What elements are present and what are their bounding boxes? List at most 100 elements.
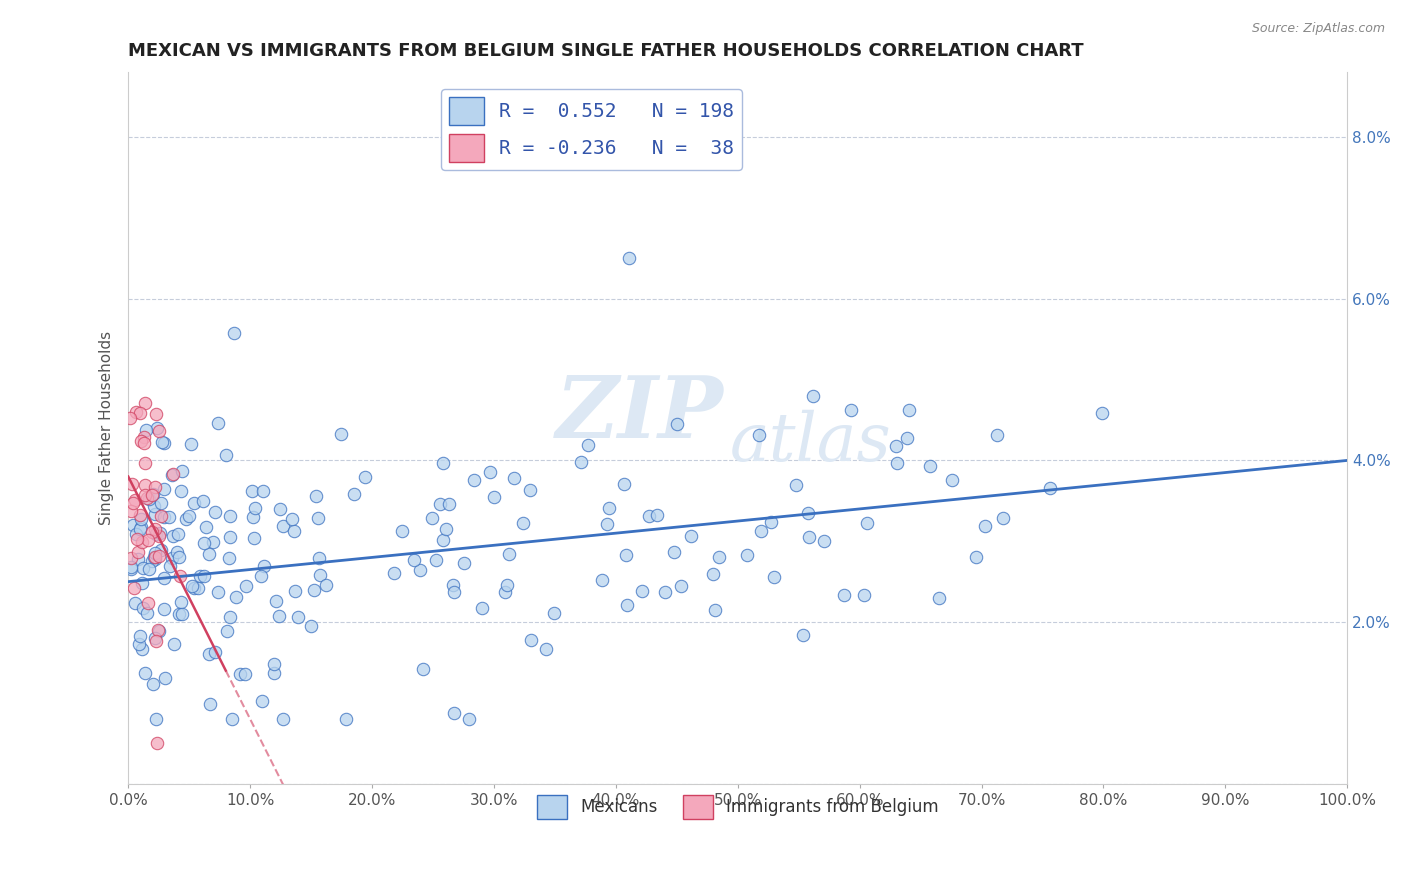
Point: [162, 467, 184, 481]
Point: [240, 484, 263, 499]
Point: [928, 591, 950, 605]
Point: [267, 608, 290, 623]
Point: [422, 511, 444, 525]
Point: [637, 509, 659, 524]
Point: [335, 712, 357, 726]
Point: [134, 456, 156, 470]
Point: [125, 532, 148, 546]
Point: [170, 464, 193, 478]
Point: [263, 657, 285, 672]
Point: [432, 533, 454, 547]
Point: [121, 503, 143, 517]
Point: [307, 510, 329, 524]
Point: [309, 568, 332, 582]
Point: [141, 524, 163, 539]
Point: [127, 545, 149, 559]
Point: [131, 642, 153, 657]
Point: [153, 571, 176, 585]
Text: Source: ZipAtlas.com: Source: ZipAtlas.com: [1251, 22, 1385, 36]
Point: [225, 591, 247, 605]
Point: [118, 411, 141, 425]
Point: [233, 667, 256, 681]
Point: [974, 519, 997, 533]
Point: [148, 624, 170, 638]
Point: [201, 534, 224, 549]
Point: [432, 457, 454, 471]
Point: [159, 559, 181, 574]
Point: [263, 666, 285, 681]
Point: [138, 491, 160, 506]
Point: [797, 530, 820, 544]
Point: [136, 533, 159, 547]
Point: [148, 529, 170, 543]
Point: [217, 624, 239, 638]
Point: [134, 488, 156, 502]
Point: [494, 584, 516, 599]
Point: [148, 549, 170, 563]
Point: [434, 522, 457, 536]
Legend: Mexicans, Immigrants from Belgium: Mexicans, Immigrants from Belgium: [530, 789, 945, 825]
Point: [763, 570, 786, 584]
Point: [591, 574, 613, 588]
Point: [654, 584, 676, 599]
Point: [131, 576, 153, 591]
Point: [207, 416, 229, 430]
Point: [301, 619, 323, 633]
Point: [143, 552, 166, 566]
Point: [131, 560, 153, 574]
Point: [174, 512, 197, 526]
Point: [180, 437, 202, 451]
Point: [145, 712, 167, 726]
Point: [141, 554, 163, 568]
Point: [145, 407, 167, 421]
Point: [163, 637, 186, 651]
Point: [204, 645, 226, 659]
Point: [135, 423, 157, 437]
Point: [134, 478, 156, 492]
Point: [264, 594, 287, 608]
Point: [250, 569, 273, 583]
Point: [308, 550, 330, 565]
Point: [142, 499, 165, 513]
Point: [853, 588, 876, 602]
Point: [167, 527, 190, 541]
Point: [143, 631, 166, 645]
Point: [305, 489, 328, 503]
Point: [121, 477, 143, 491]
Point: [132, 430, 155, 444]
Point: [162, 529, 184, 543]
Text: MEXICAN VS IMMIGRANTS FROM BELGIUM SINGLE FATHER HOUSEHOLDS CORRELATION CHART: MEXICAN VS IMMIGRANTS FROM BELGIUM SINGL…: [128, 42, 1084, 60]
Point: [142, 487, 165, 501]
Point: [143, 507, 166, 521]
Point: [143, 549, 166, 564]
Point: [129, 434, 152, 449]
Point: [149, 509, 172, 524]
Point: [131, 535, 153, 549]
Point: [129, 629, 152, 643]
Point: [122, 496, 145, 510]
Point: [146, 421, 169, 435]
Point: [453, 556, 475, 570]
Point: [986, 428, 1008, 442]
Point: [408, 563, 430, 577]
Point: [125, 405, 148, 419]
Point: [443, 585, 465, 599]
Point: [169, 569, 191, 583]
Point: [128, 522, 150, 536]
Point: [204, 505, 226, 519]
Point: [759, 515, 782, 529]
Point: [136, 606, 159, 620]
Point: [512, 516, 534, 531]
Point: [302, 583, 325, 598]
Point: [221, 712, 243, 726]
Point: [471, 600, 494, 615]
Point: [252, 484, 274, 499]
Point: [330, 427, 353, 442]
Point: [482, 490, 505, 504]
Point: [122, 581, 145, 595]
Point: [143, 546, 166, 560]
Point: [198, 547, 221, 561]
Point: [645, 508, 668, 522]
Point: [598, 501, 620, 516]
Point: [170, 483, 193, 498]
